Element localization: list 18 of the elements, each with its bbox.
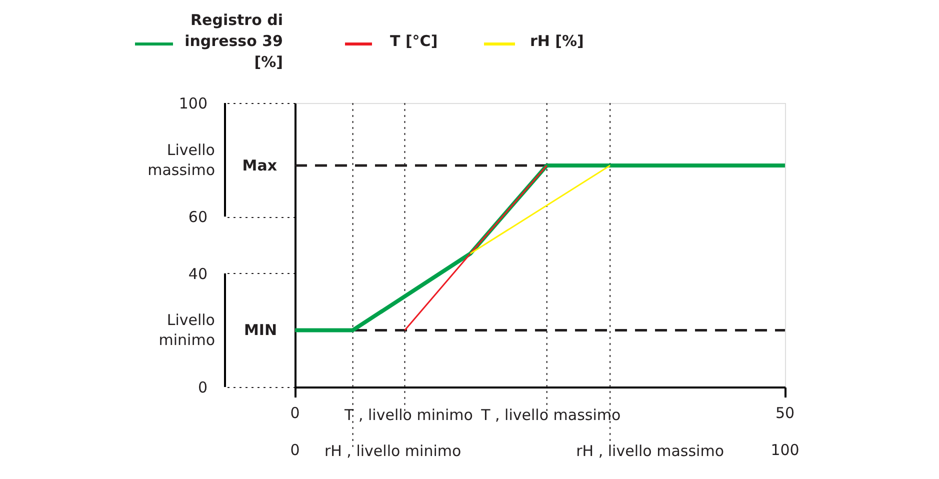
y-tick-label: 40 — [188, 264, 208, 283]
ref-line-label: rH , livello minimo — [324, 442, 462, 460]
ref-line-label: Max — [242, 156, 278, 174]
text: Livello massimo — [148, 140, 215, 179]
y-tick-label: 60 — [188, 208, 208, 226]
ref-line-label: T , livello massimo — [480, 406, 621, 424]
y-tick-label: 0 — [198, 378, 208, 396]
ref-line-label: rH , livello massimo — [576, 442, 724, 460]
ref-line-label: T , livello minimo — [344, 406, 473, 424]
x-tick-label: 50 — [775, 404, 795, 422]
x2-tick-label: 100 — [770, 441, 800, 459]
x2-tick-label: 0 — [290, 441, 300, 459]
y-tick-label: 100 — [178, 94, 208, 112]
legend-label: Registro di ingresso 39 [%] — [184, 11, 283, 71]
legend-label: T [°C] — [390, 32, 438, 50]
ref-line-label: MIN — [244, 321, 277, 340]
text: Livello minimo — [158, 311, 215, 350]
legend-label: rH [%] — [530, 32, 584, 50]
